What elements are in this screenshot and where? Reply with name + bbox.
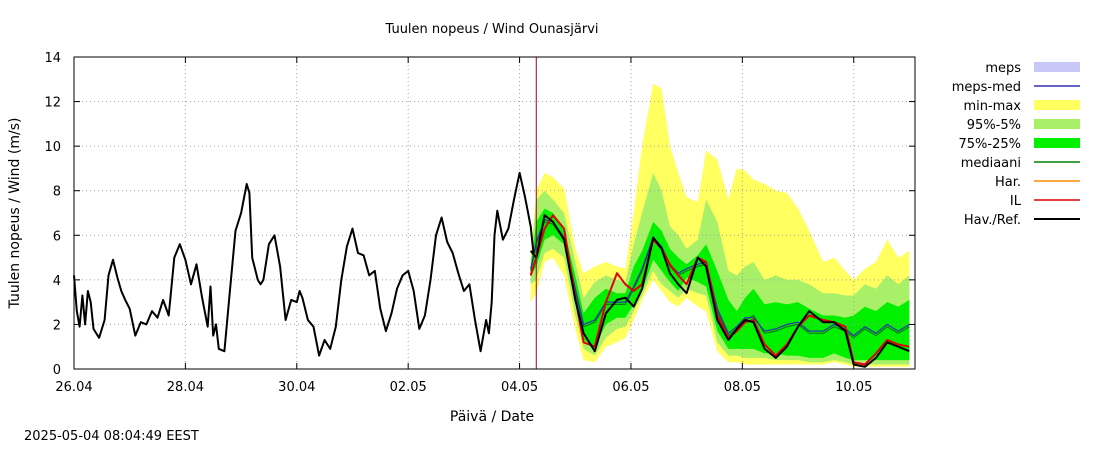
legend-swatch-min-max xyxy=(1034,100,1080,110)
y-tick-label-10: 10 xyxy=(44,140,61,155)
legend-label-75-25: 75%-25% xyxy=(959,137,1021,152)
y-axis-label: Tuulen nopeus / Wind (m/s) xyxy=(7,118,23,310)
plot-frame xyxy=(73,56,916,370)
x-tick-label-28-04: 28.04 xyxy=(167,380,204,395)
legend-label-hav-ref: Hav./Ref. xyxy=(964,213,1021,228)
y-tick-label-0: 0 xyxy=(53,363,61,378)
legend-label-meps: meps xyxy=(985,61,1021,76)
x-tick-label-02-05: 02.05 xyxy=(390,380,427,395)
y-tick-label-2: 2 xyxy=(53,318,61,333)
x-tick-label-06-05: 06.05 xyxy=(612,380,649,395)
x-tick-label-08-05: 08.05 xyxy=(724,380,761,395)
legend-label-il: IL xyxy=(1010,194,1022,209)
grid-lines xyxy=(74,57,915,369)
series-lines xyxy=(73,171,910,368)
chart-title: Tuulen nopeus / Wind Ounasjärvi xyxy=(384,22,598,37)
y-tick-label-14: 14 xyxy=(44,51,61,66)
line-il xyxy=(529,214,910,366)
legend-swatch-95-5 xyxy=(1034,119,1080,129)
timestamp: 2025-05-04 08:04:49 EEST xyxy=(24,429,199,444)
legend-label-mediaani: mediaani xyxy=(961,156,1021,171)
line-hav-ref-observed xyxy=(73,171,535,357)
x-axis-label: Päivä / Date xyxy=(450,409,534,425)
y-tick-label-6: 6 xyxy=(53,229,61,244)
line-hav-ref-forecast xyxy=(529,214,910,368)
legend: meps meps-med min-max 95%-5% 75%-25% mediaani… xyxy=(952,61,1080,228)
legend-label-har: Har. xyxy=(995,175,1021,190)
y-tick-label-8: 8 xyxy=(53,185,61,200)
legend-label-meps-med: meps-med xyxy=(952,80,1021,95)
x-tick-label-10-05: 10.05 xyxy=(835,380,872,395)
legend-label-95-5: 95%-5% xyxy=(967,118,1021,133)
y-tick-label-12: 12 xyxy=(44,96,61,111)
x-tick-label-30-04: 30.04 xyxy=(278,380,315,395)
x-tick-label-26-04: 26.04 xyxy=(55,380,92,395)
x-tick-label-04-05: 04.05 xyxy=(501,380,538,395)
legend-swatch-75-25 xyxy=(1034,138,1080,148)
axes: 0 2 4 6 8 10 12 14 26.04 28.04 30.04 02.05 04.05 06.0… xyxy=(44,51,915,395)
legend-swatch-meps xyxy=(1034,62,1080,72)
band-75-25 xyxy=(530,208,910,361)
y-tick-label-4: 4 xyxy=(53,274,61,289)
legend-label-min-max: min-max xyxy=(963,99,1021,114)
